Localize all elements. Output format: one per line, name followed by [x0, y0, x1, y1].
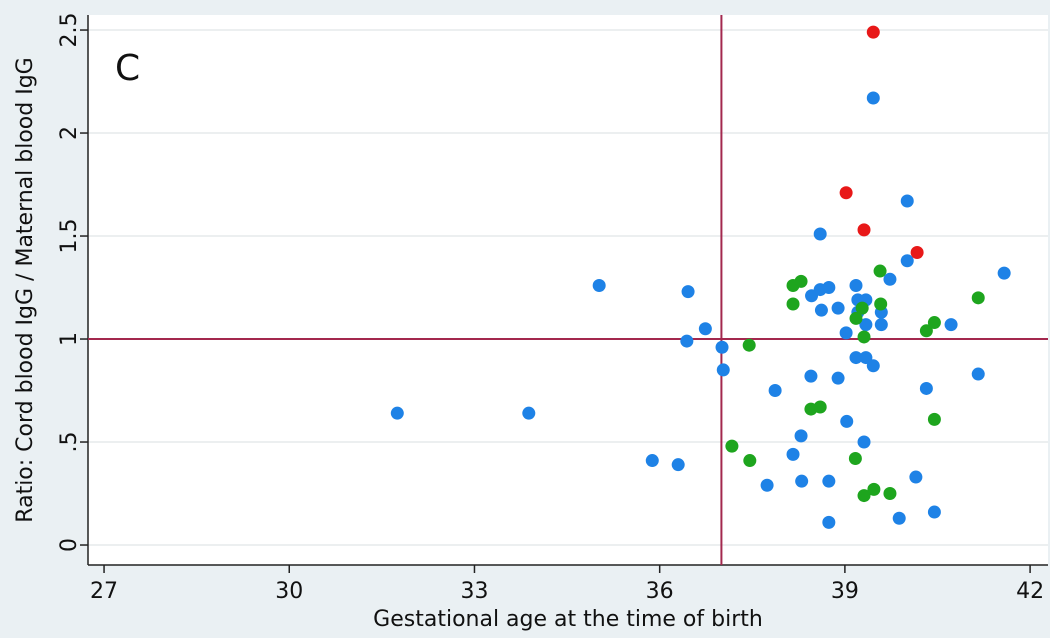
- x-tick-label: 39: [831, 579, 859, 604]
- point: [874, 297, 888, 311]
- point: [794, 274, 808, 288]
- point: [840, 414, 854, 428]
- point: [742, 338, 756, 352]
- point: [997, 266, 1011, 280]
- x-axis-label: Gestational age at the time of birth: [373, 607, 763, 632]
- point: [874, 318, 888, 332]
- point: [867, 482, 881, 496]
- point: [804, 369, 818, 383]
- point: [900, 254, 914, 268]
- point: [681, 285, 695, 299]
- panel-label: C: [115, 48, 140, 89]
- point: [971, 291, 985, 305]
- y-tick-label: 0: [57, 538, 82, 552]
- point: [849, 351, 863, 365]
- point: [857, 223, 871, 237]
- point: [839, 186, 853, 200]
- point: [822, 281, 836, 295]
- plot-area: [88, 15, 1048, 565]
- point: [927, 412, 941, 426]
- point: [592, 278, 606, 292]
- point: [813, 227, 827, 241]
- point: [522, 406, 536, 420]
- point: [873, 264, 887, 278]
- point: [857, 489, 871, 503]
- x-tick-label: 33: [460, 579, 488, 604]
- y-tick-label: .5: [57, 432, 82, 453]
- x-tick-label: 27: [90, 579, 118, 604]
- point: [849, 278, 863, 292]
- point: [909, 470, 923, 484]
- point: [786, 297, 800, 311]
- point: [743, 454, 757, 468]
- point: [794, 429, 808, 443]
- point: [883, 272, 897, 286]
- point: [944, 318, 958, 332]
- point: [866, 91, 880, 105]
- point: [848, 452, 862, 466]
- point: [814, 303, 828, 317]
- point: [849, 311, 863, 325]
- point: [716, 363, 730, 377]
- y-tick-label: 2.5: [57, 13, 82, 48]
- point: [919, 381, 933, 395]
- point: [839, 326, 853, 340]
- point: [859, 318, 873, 332]
- point: [857, 330, 871, 344]
- point: [698, 322, 712, 336]
- point: [883, 487, 897, 501]
- x-tick-label: 30: [275, 579, 303, 604]
- point: [927, 316, 941, 330]
- point: [900, 194, 914, 208]
- y-axis-label: Ratio: Cord blood IgG / Maternal blood I…: [13, 57, 38, 522]
- y-tick-label: 2: [57, 126, 82, 140]
- point: [927, 505, 941, 519]
- point: [795, 474, 809, 488]
- point: [892, 511, 906, 525]
- point: [971, 367, 985, 381]
- point: [822, 474, 836, 488]
- point: [680, 334, 694, 348]
- point: [855, 301, 869, 315]
- point: [866, 359, 880, 373]
- x-tick-label: 42: [1016, 579, 1044, 604]
- point: [831, 301, 845, 315]
- point: [910, 246, 924, 260]
- x-tick-label: 36: [646, 579, 674, 604]
- point: [671, 458, 685, 472]
- point: [866, 25, 880, 39]
- point: [725, 439, 739, 453]
- point: [831, 371, 845, 385]
- point: [919, 324, 933, 338]
- y-tick-label: 1: [57, 332, 82, 346]
- point: [715, 340, 729, 354]
- point: [645, 454, 659, 468]
- point: [768, 384, 782, 398]
- y-tick-label: 1.5: [57, 219, 82, 254]
- point: [822, 515, 836, 529]
- point: [857, 435, 871, 449]
- point: [390, 406, 404, 420]
- point: [760, 478, 774, 492]
- point: [786, 447, 800, 461]
- point: [813, 400, 827, 414]
